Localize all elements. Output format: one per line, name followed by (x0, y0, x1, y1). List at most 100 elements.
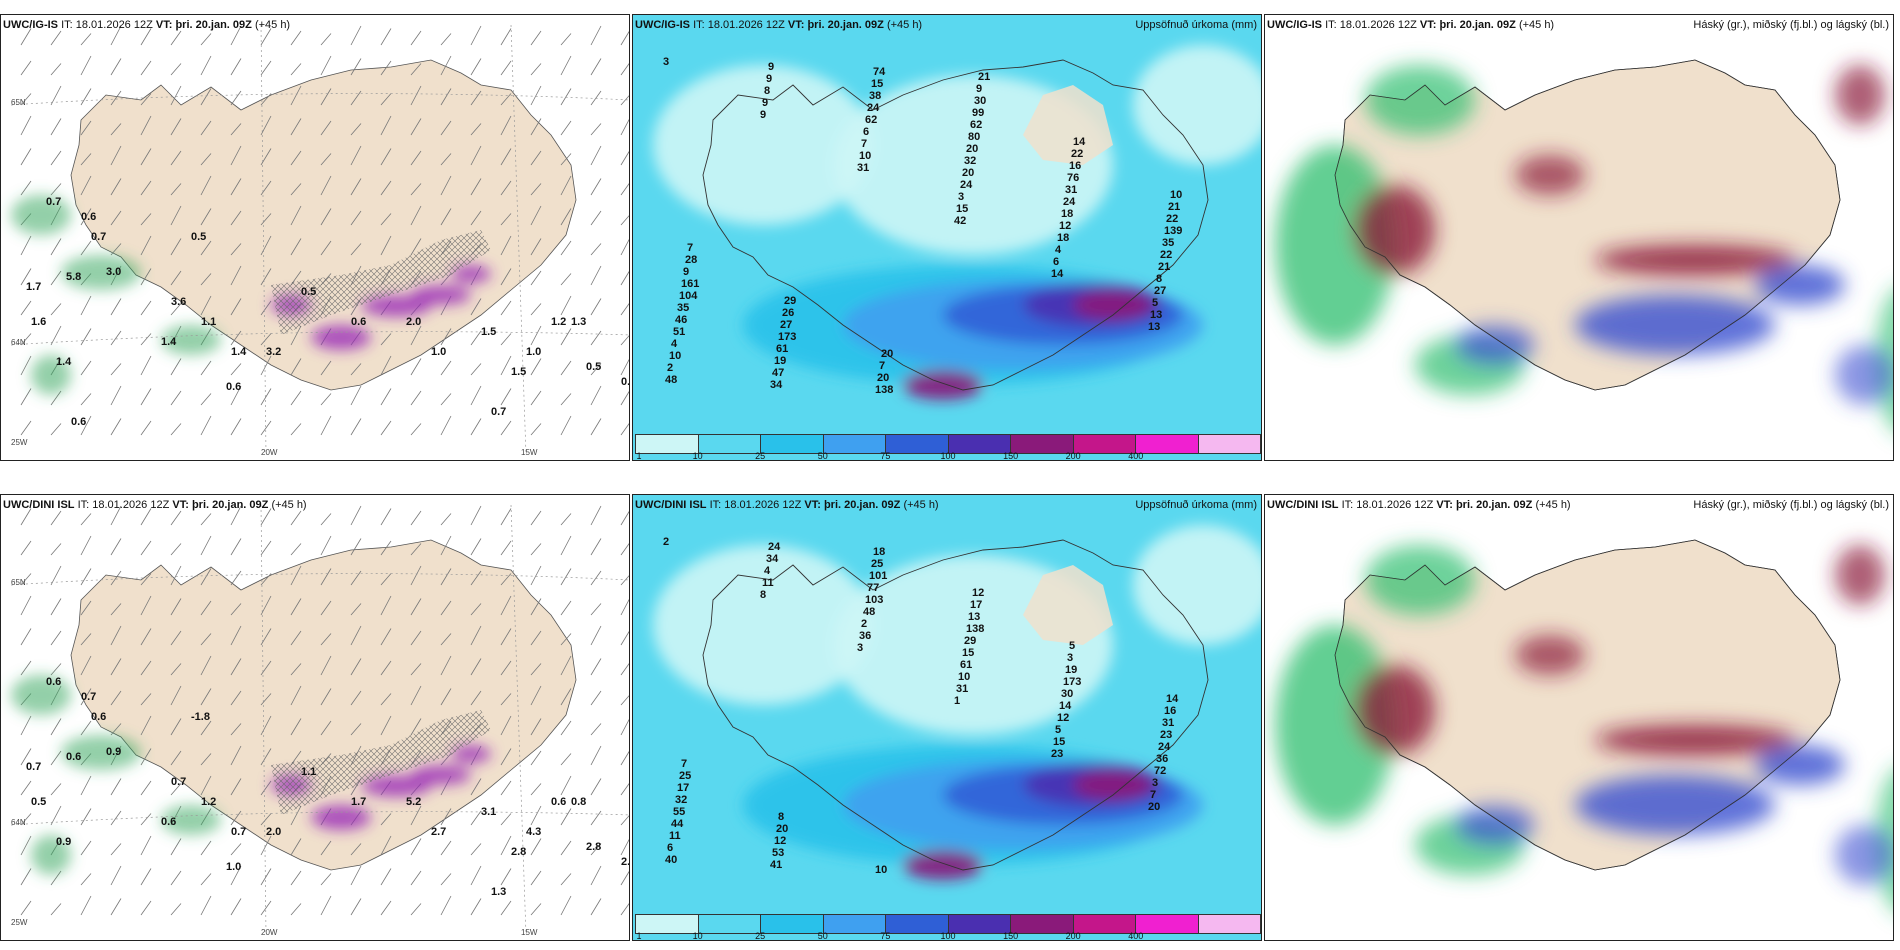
wind-value-label: 0.7 (621, 376, 630, 388)
wind-barb (80, 873, 92, 886)
wind-barb (140, 213, 152, 226)
wind-barb (620, 151, 629, 166)
wind-barb (500, 60, 512, 76)
wind-barb (200, 240, 212, 256)
wind-barb (500, 235, 512, 256)
wind-barb (110, 810, 122, 826)
precip-shading (653, 45, 1261, 400)
wind-barb (140, 93, 152, 106)
precip-value-label: 31 (857, 162, 869, 174)
wind-barb (260, 60, 272, 76)
wind-barb (80, 153, 92, 166)
wind-barb (290, 390, 302, 406)
wind-barb (200, 55, 212, 76)
wind-barb (260, 540, 272, 556)
wind-barb (530, 510, 542, 526)
wind-barb (110, 843, 122, 856)
wind-barb (110, 90, 122, 106)
grid-label: 65N (11, 98, 26, 107)
panel-precip-ig-is: 3 9 31 42 14 13 48 9 10 15 6 13 2 8 7 3 4 5 10 9 6 24 18 27 4 9 62… (632, 14, 1262, 461)
wind-barb (620, 575, 629, 586)
wind-value-label: 3.1 (481, 806, 496, 818)
wind-barb (440, 33, 452, 46)
wind-barb (350, 243, 362, 256)
wind-barb (440, 328, 452, 346)
wind-barb (230, 865, 242, 886)
precip-value-label: 4 (1055, 244, 1062, 256)
wind-barb (290, 663, 302, 676)
wind-barb (410, 118, 422, 136)
wind-barb (50, 150, 62, 166)
wind-barb (620, 335, 629, 346)
wind-barb (170, 903, 182, 916)
wind-barb (80, 600, 92, 616)
precip-value-label: 99 (972, 107, 984, 119)
wind-barb (200, 633, 212, 646)
wind-barb (590, 898, 602, 916)
precip-value-label: 62 (970, 119, 982, 131)
wind-barb (170, 565, 182, 586)
precip-value-label: 25 (679, 770, 691, 782)
wind-barb (560, 808, 572, 826)
wind-value-label: -1.8 (191, 711, 210, 723)
precip-value-label: 62 (865, 114, 877, 126)
precip-value-label: 13 (1150, 309, 1162, 321)
wind-barb (110, 625, 122, 646)
map-layer: 3931421413489101561328734510962418274962… (633, 15, 1261, 460)
wind-barb (110, 723, 122, 736)
cloud-area (1575, 775, 1775, 835)
wind-barb (170, 663, 182, 676)
precip-value-label: 35 (677, 302, 689, 314)
wind-barb (80, 360, 92, 376)
wind-barb (380, 540, 392, 556)
wind-barb (200, 360, 212, 376)
wind-barb (20, 508, 32, 526)
grid-label: 65N (11, 578, 26, 587)
precip-value-label: 10 (859, 150, 871, 162)
wind-barb (260, 715, 272, 736)
wind-barb (290, 118, 302, 136)
wind-value-label: 0.7 (26, 761, 41, 773)
wind-barb (290, 903, 302, 916)
wind-barb (380, 573, 392, 586)
wind-barb (140, 60, 152, 76)
wind-barb (500, 813, 512, 826)
wind-value-label: 5.2 (406, 796, 421, 808)
panel-precip-dini: 2 8 3 1 23 20 40 11 36 31 15 7 6 4 2 10 5 3 11 34 48 61 12 72 44… (632, 494, 1262, 941)
precip-value-label: 18 (1057, 232, 1069, 244)
wind-barb (200, 600, 212, 616)
wind-barb (380, 420, 392, 436)
wind-barb (410, 543, 422, 556)
wind-barb (530, 85, 542, 106)
wind-barb (530, 270, 542, 286)
wind-barb (80, 88, 92, 106)
wind-barb (470, 810, 482, 826)
wind-barb (290, 205, 302, 226)
wind-barb (350, 363, 362, 376)
grid-label: 20W (261, 448, 278, 457)
wind-barb (380, 660, 392, 676)
legend-bar (635, 914, 1261, 934)
precip-value-label: 20 (962, 167, 974, 179)
panel-title: UWC/IG-IS IT: 18.01.2026 12Z VT: þri. 20… (3, 19, 291, 31)
wind-zone (61, 255, 141, 290)
wind-barb (440, 208, 452, 226)
map-layer (1265, 495, 1893, 940)
strong-wind-zone (311, 325, 371, 350)
wind-value-label: 3.0 (106, 266, 121, 278)
wind-value-label: 0.6 (161, 816, 176, 828)
panel-wind-dini: 65N 64N 25W 20W 15W 0.6 0.7 0.6 -1.8 0.7 0.9 0.6 0.7… (0, 494, 630, 941)
wind-barb (620, 118, 629, 136)
map-layer: 65N 64N 25W 20W 15W 0.7 0.6 0.7 0.5 1.7 3.0 5.8 3.6 1… (1, 15, 630, 460)
wind-barb (200, 33, 212, 46)
iceland-coastline (1334, 539, 1841, 871)
wind-barb (410, 63, 422, 76)
wind-barb (500, 115, 512, 136)
wind-value-label: 1.1 (201, 316, 216, 328)
wind-barb (500, 355, 512, 376)
wind-barb (290, 838, 302, 856)
legend-swatch (1073, 915, 1136, 933)
precip-value-label: 47 (772, 367, 784, 379)
wind-barb (380, 388, 392, 406)
legend-tick: 1 (636, 931, 642, 941)
